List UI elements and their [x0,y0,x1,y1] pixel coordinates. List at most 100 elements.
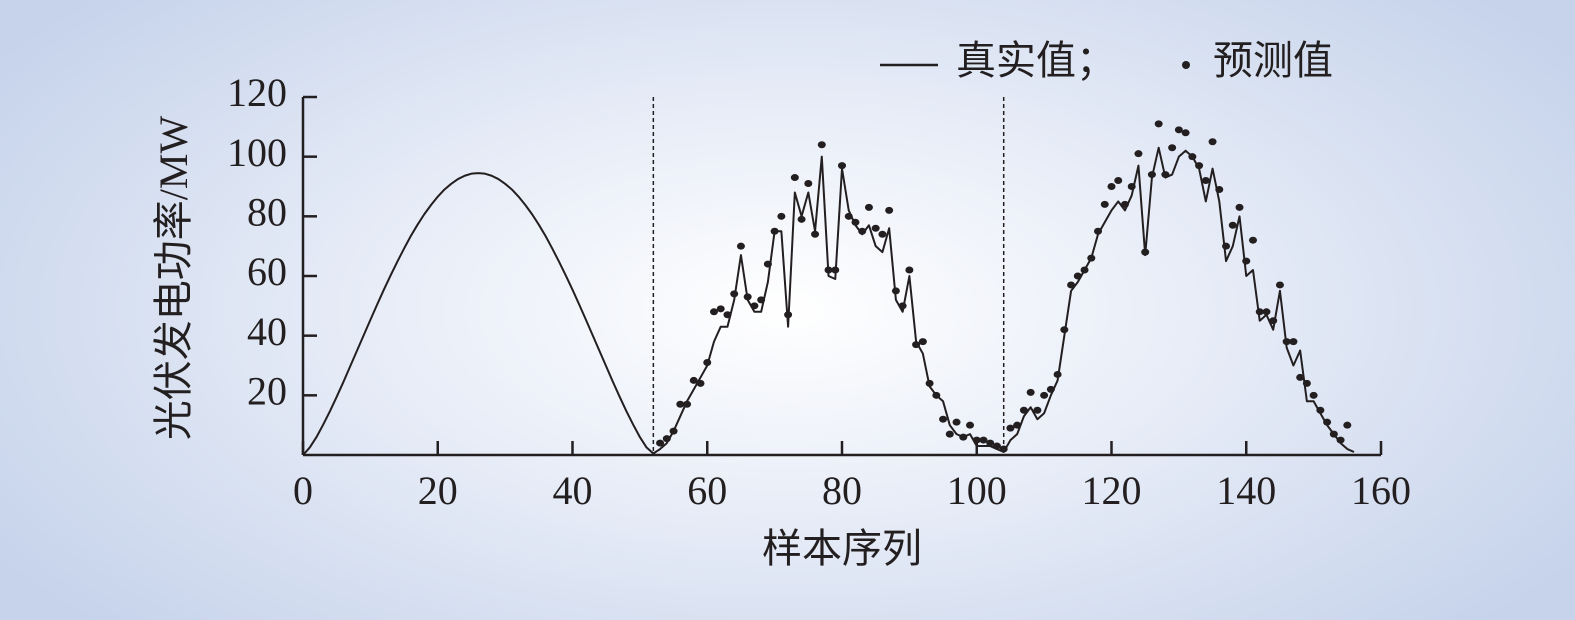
predicted-dot [1141,248,1150,256]
predicted-dot [878,230,887,238]
predicted-dot [656,439,665,447]
predicted-dot [945,430,954,438]
predicted-dot [777,212,786,220]
x-tick-label: 40 [553,468,593,513]
predicted-dot [763,260,772,268]
actual-line [302,146,1355,456]
predicted-dot [784,311,793,319]
predicted-dot [1168,144,1177,152]
predicted-dot [939,415,948,423]
predicted-dot [1006,424,1015,432]
predicted-dot [1323,418,1332,426]
predicted-dot [1114,177,1123,185]
predicted-dot [979,436,988,444]
predicted-dot [1019,406,1028,414]
predicted-dot [743,293,752,301]
predicted-dot [804,180,813,188]
x-tick-label: 140 [1216,468,1276,513]
legend-label: 真实值； [956,38,1116,83]
predicted-dot [1013,421,1022,429]
predicted-dot [757,296,766,304]
predicted-dot [1073,272,1082,280]
predicted-dot [831,266,840,274]
predicted-dot [1201,177,1210,185]
predicted-dot [999,445,1008,453]
predicted-dot [912,341,921,349]
predicted-dot [1289,338,1298,346]
predicted-dot [1282,338,1291,346]
predicted-dot [1269,317,1278,325]
predicted-dot [1046,385,1055,393]
predicted-dot [770,227,779,235]
predicted-dot [730,290,739,298]
predicted-dot [992,442,1001,450]
predicted-dot [1235,203,1244,211]
x-tick-label: 160 [1351,468,1411,513]
predicted-dot [891,287,900,295]
predicted-dot [864,203,873,211]
predicted-dot [972,436,981,444]
predicted-dot [1174,126,1183,134]
predicted-dot [1134,150,1143,158]
x-tick-label: 80 [822,468,862,513]
predicted-dot [844,212,853,220]
predicted-dot [918,338,927,346]
predicted-dot [709,308,718,316]
predicted-dot [716,305,725,313]
predicted-dot [736,242,745,250]
predicted-dot [1309,391,1318,399]
predicted-dot [851,218,860,226]
predicted-dot [689,376,698,384]
predicted-dot [1033,406,1042,414]
x-tick-label: 100 [947,468,1007,513]
predicted-dot [1262,308,1271,316]
predicted-dot [1181,129,1190,137]
predicted-dot [898,302,907,310]
predicted-dot [824,266,833,274]
predicted-dot [1195,162,1204,170]
x-tick-label: 60 [687,468,727,513]
predicted-dot [925,379,934,387]
predicted-dot [959,433,968,441]
predicted-dot [1067,281,1076,289]
predicted-dot [1107,183,1116,190]
predicted-dot [797,215,806,223]
y-tick-label: 20 [247,369,287,414]
predicted-dot [1316,406,1325,414]
x-axis-label: 样本序列 [762,526,922,571]
y-tick-label: 120 [227,70,287,115]
predicted-dot [986,439,995,447]
predicted-dot [1094,227,1103,235]
predicted-dot [1275,281,1284,289]
predicted-dot [905,266,914,274]
predicted-dot [1228,221,1237,229]
predicted-dot [1343,421,1352,429]
predicted-dot [1255,308,1264,316]
y-tick-label: 60 [247,249,287,294]
predicted-dot [1080,266,1089,274]
predicted-dot [1242,257,1251,265]
predicted-dot [1100,200,1109,208]
predicted-dot [952,418,961,426]
predicted-dot [1208,138,1217,146]
predicted-dot [811,230,820,238]
x-tick-label: 120 [1082,468,1142,513]
predicted-dot [1161,171,1170,179]
predicted-dot [1147,171,1156,179]
predicted-dot [1087,254,1096,262]
predicted-dot [683,400,692,408]
predicted-dot [723,311,732,319]
x-tick-label: 20 [418,468,458,513]
predicted-dot [1120,200,1129,208]
predicted-dot [858,227,867,235]
x-tick-label: 0 [293,468,313,513]
predicted-dot [1215,185,1224,193]
predicted-dot [1336,436,1345,444]
y-tick-label: 80 [247,190,287,235]
predicted-dot [1222,242,1231,250]
predicted-dot [1329,430,1338,438]
predicted-dot [696,379,705,387]
predicted-dot [703,359,712,367]
predicted-dot [871,224,880,232]
